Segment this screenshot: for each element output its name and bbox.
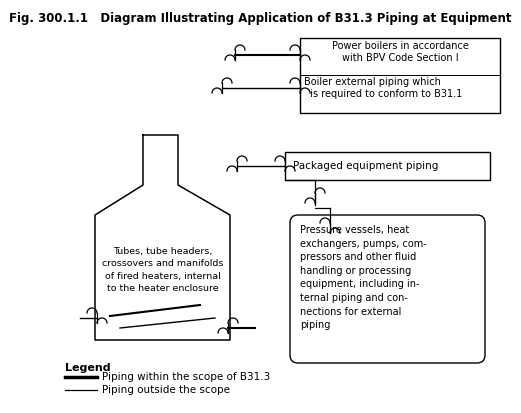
FancyBboxPatch shape xyxy=(290,215,485,363)
Bar xyxy=(300,38,500,113)
Text: Boiler external piping which
  is required to conform to B31.1: Boiler external piping which is required… xyxy=(304,77,462,99)
Text: Fig. 300.1.1   Diagram Illustrating Application of B31.3 Piping at Equipment: Fig. 300.1.1 Diagram Illustrating Applic… xyxy=(9,12,511,25)
Text: Tubes, tube headers,
crossovers and manifolds
of fired heaters, internal
to the : Tubes, tube headers, crossovers and mani… xyxy=(102,247,224,293)
Text: Power boilers in accordance
with BPV Code Section I: Power boilers in accordance with BPV Cod… xyxy=(331,41,468,63)
Text: Piping outside the scope: Piping outside the scope xyxy=(102,385,230,395)
Text: Piping within the scope of B31.3: Piping within the scope of B31.3 xyxy=(102,372,270,382)
Text: Legend: Legend xyxy=(65,363,110,373)
Text: Packaged equipment piping: Packaged equipment piping xyxy=(293,161,438,171)
Text: Pressure vessels, heat
exchangers, pumps, com-
pressors and other fluid
handling: Pressure vessels, heat exchangers, pumps… xyxy=(300,225,427,330)
Bar xyxy=(285,152,490,180)
